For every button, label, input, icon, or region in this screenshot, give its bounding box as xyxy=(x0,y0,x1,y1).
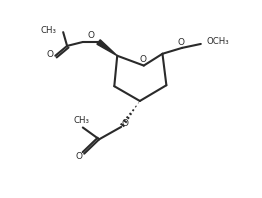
Text: O: O xyxy=(122,119,129,128)
Text: OCH₃: OCH₃ xyxy=(207,37,230,47)
Text: O: O xyxy=(87,31,94,40)
Text: CH₃: CH₃ xyxy=(40,26,56,35)
Text: O: O xyxy=(76,151,83,161)
Text: O: O xyxy=(177,38,184,47)
Polygon shape xyxy=(97,40,117,56)
Text: CH₃: CH₃ xyxy=(74,116,90,125)
Text: O: O xyxy=(46,50,53,59)
Text: O: O xyxy=(139,55,146,64)
